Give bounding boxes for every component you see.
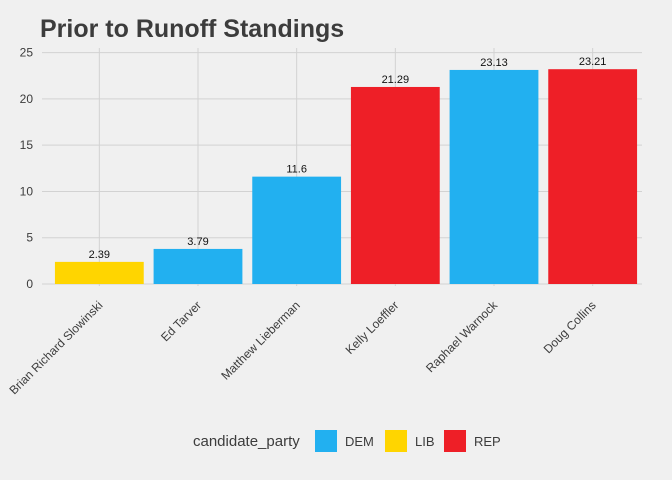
- x-tick-label: Kelly Loeffler: [343, 298, 402, 357]
- legend-items: DEM LIB REP: [315, 430, 501, 452]
- x-tick-label: Ed Tarver: [158, 298, 204, 344]
- data-label: 21.29: [382, 74, 410, 86]
- data-label: 23.21: [579, 56, 607, 68]
- x-tick-label: Raphael Warnock: [423, 298, 501, 376]
- bar: [252, 176, 342, 284]
- legend-title: candidate_party: [193, 433, 300, 450]
- x-tick-label: Brian Richard Slowinski: [6, 298, 105, 397]
- data-label: 3.79: [187, 236, 208, 248]
- y-tick-label: 20: [20, 92, 34, 106]
- y-tick-label: 25: [20, 46, 34, 60]
- legend-swatch: [444, 430, 466, 452]
- y-tick-label: 0: [26, 277, 33, 291]
- bar: [350, 86, 440, 284]
- data-label: 23.13: [480, 57, 508, 69]
- x-tick-label: Matthew Lieberman: [218, 298, 302, 382]
- x-axis-ticks: Brian Richard Slowinski Ed Tarver Matthew …: [6, 298, 598, 398]
- y-axis-ticks: 0 5 10 15 20 25: [20, 46, 34, 291]
- legend-label: REP: [474, 434, 501, 449]
- y-tick-label: 15: [20, 138, 34, 152]
- bars: [54, 69, 638, 285]
- legend-swatch: [385, 430, 407, 452]
- chart-title: Prior to Runoff Standings: [40, 15, 344, 43]
- legend-label: DEM: [345, 434, 374, 449]
- bar: [449, 69, 539, 285]
- data-label: 11.6: [286, 164, 307, 176]
- data-labels: 2.39 3.79 11.6 21.29 23.13 23.21: [89, 56, 607, 261]
- bar: [54, 261, 144, 284]
- y-tick-label: 5: [26, 231, 33, 245]
- bar: [153, 248, 243, 284]
- x-tick-label: Doug Collins: [541, 298, 599, 356]
- y-tick-label: 10: [20, 184, 34, 198]
- data-label: 2.39: [89, 249, 110, 261]
- legend: candidate_party DEM LIB REP: [193, 430, 501, 452]
- legend-label: LIB: [415, 434, 435, 449]
- legend-swatch: [315, 430, 337, 452]
- bar: [548, 69, 638, 284]
